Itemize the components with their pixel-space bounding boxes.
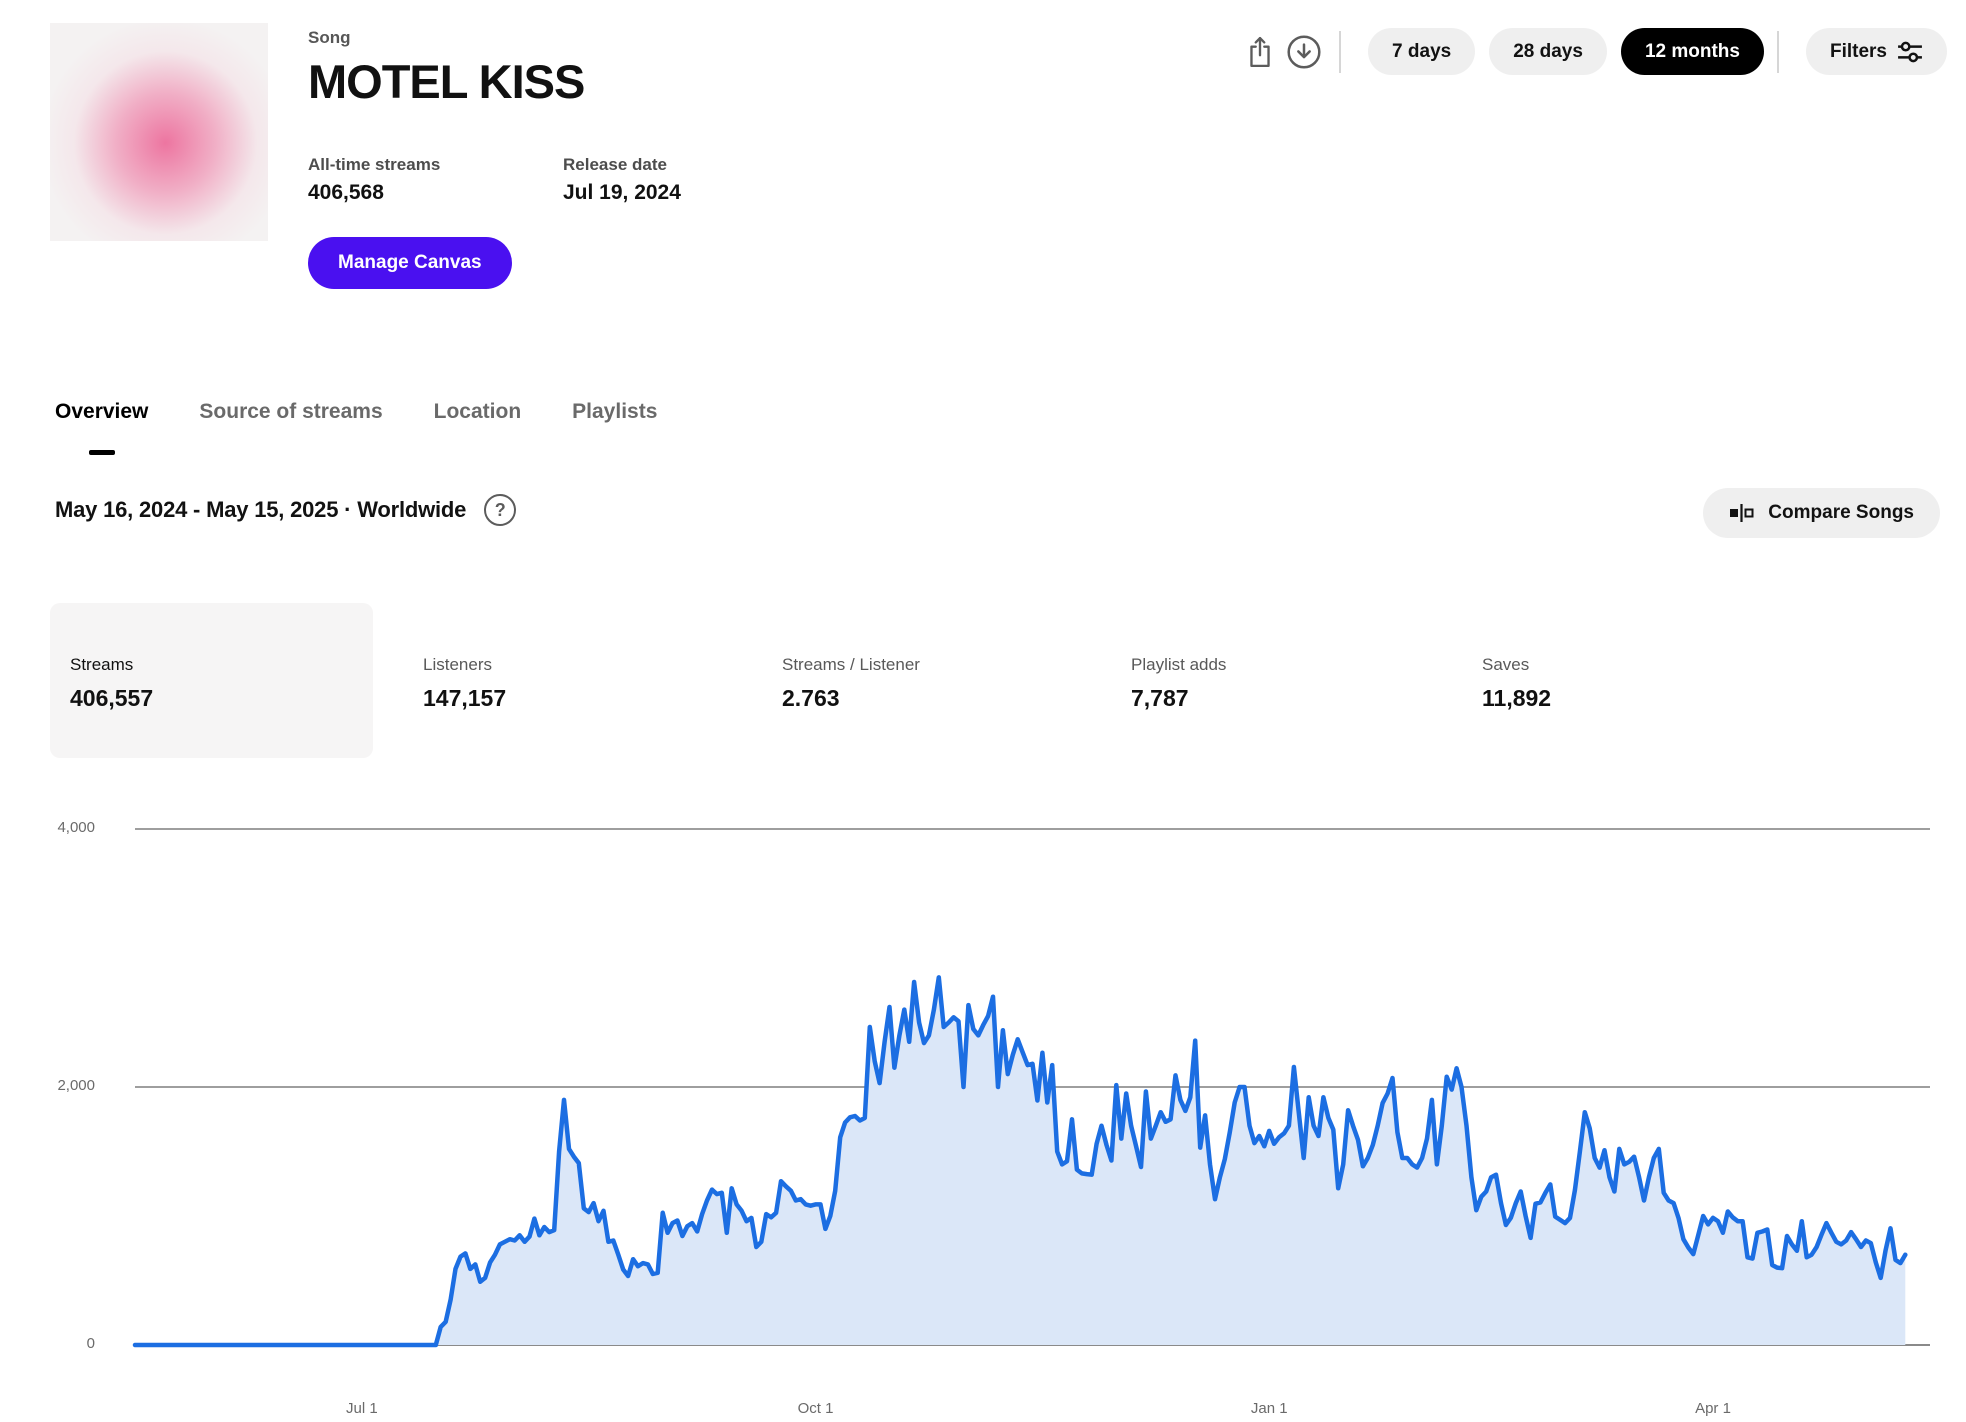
- download-icon: [1287, 34, 1321, 69]
- x-axis-tick-jul1: Jul 1: [345, 1400, 378, 1417]
- filters-button[interactable]: Filters: [1805, 28, 1947, 75]
- metric-value: 147,157: [423, 685, 507, 711]
- metric-playlist-adds[interactable]: Playlist adds 7,787: [1131, 603, 1226, 712]
- header-divider: [1339, 30, 1342, 73]
- release-date-label: Release date: [563, 155, 667, 174]
- page-title: MOTEL KISS: [308, 55, 585, 108]
- metric-label: Streams: [70, 655, 134, 674]
- range-28-days-button[interactable]: 28 days: [1489, 28, 1607, 75]
- manage-canvas-button[interactable]: Manage Canvas: [308, 237, 512, 289]
- metric-label: Streams / Listener: [782, 655, 920, 674]
- tab-overview[interactable]: Overview: [55, 400, 149, 423]
- all-time-streams: All-time streams 406,568: [308, 155, 563, 205]
- metric-saves[interactable]: Saves 11,892: [1482, 603, 1551, 712]
- tab-source-of-streams[interactable]: Source of streams: [199, 400, 383, 423]
- metric-streams-per-listener[interactable]: Streams / Listener 2.763: [782, 603, 920, 712]
- x-axis-tick-jan1: Jan 1: [1250, 1400, 1288, 1417]
- share-button[interactable]: [1238, 28, 1282, 75]
- song-header: Song MOTEL KISS: [308, 28, 585, 109]
- streams-area-chart: [132, 828, 1930, 1348]
- question-icon: ?: [494, 499, 506, 520]
- metric-value: 7,787: [1131, 685, 1189, 711]
- all-time-streams-value: 406,568: [308, 181, 384, 204]
- metric-streams[interactable]: Streams 406,557: [50, 603, 373, 758]
- filters-label: Filters: [1829, 40, 1887, 62]
- header-divider-2: [1776, 30, 1779, 73]
- metric-value: 406,557: [70, 685, 154, 711]
- y-axis-tick-2000: 2,000: [57, 1077, 95, 1094]
- album-art: [50, 23, 268, 241]
- streams-chart: 4,000 2,000 0 Jul 1 Oct 1 Jan 1 Apr 1: [0, 810, 1966, 1422]
- download-button[interactable]: [1282, 28, 1326, 75]
- tab-location[interactable]: Location: [433, 400, 522, 423]
- share-icon: [1250, 36, 1270, 67]
- compare-songs-label: Compare Songs: [1768, 502, 1914, 523]
- release-date-value: Jul 19, 2024: [563, 181, 681, 204]
- x-axis-tick-apr1: Apr 1: [1695, 1400, 1731, 1417]
- section-tabs: Overview Source of streams Location Play…: [55, 400, 657, 424]
- help-button[interactable]: ?: [484, 494, 517, 526]
- header-inline-stats: All-time streams 406,568 Release date Ju…: [308, 155, 681, 205]
- date-range-row: May 16, 2024 - May 15, 2025 · Worldwide …: [55, 494, 517, 526]
- metric-label: Playlist adds: [1131, 655, 1227, 674]
- compare-songs-icon: [1730, 504, 1754, 522]
- range-7-days-button[interactable]: 7 days: [1368, 28, 1476, 75]
- compare-songs-button[interactable]: Compare Songs: [1703, 488, 1940, 538]
- range-12-months-button[interactable]: 12 months: [1620, 28, 1764, 75]
- y-axis-tick-0: 0: [86, 1335, 95, 1352]
- tab-playlists[interactable]: Playlists: [572, 400, 658, 423]
- song-kicker: Song: [308, 28, 351, 47]
- streams-area-fill: [135, 977, 1906, 1345]
- release-date: Release date Jul 19, 2024: [563, 155, 681, 205]
- streams-line: [132, 975, 1908, 1348]
- filters-sliders-icon: [1898, 41, 1922, 62]
- metric-listeners[interactable]: Listeners 147,157: [423, 603, 506, 712]
- date-range-text: May 16, 2024 - May 15, 2025 · Worldwide: [55, 497, 467, 522]
- metric-value: 2.763: [782, 685, 840, 711]
- x-axis-tick-oct1: Oct 1: [797, 1400, 834, 1417]
- y-axis-tick-4000: 4,000: [57, 819, 95, 836]
- metric-label: Saves: [1482, 655, 1530, 674]
- header-actions: 7 days 28 days 12 months Filters: [1238, 28, 1947, 75]
- metric-label: Listeners: [423, 655, 492, 674]
- all-time-streams-label: All-time streams: [308, 155, 441, 174]
- metric-value: 11,892: [1482, 685, 1552, 711]
